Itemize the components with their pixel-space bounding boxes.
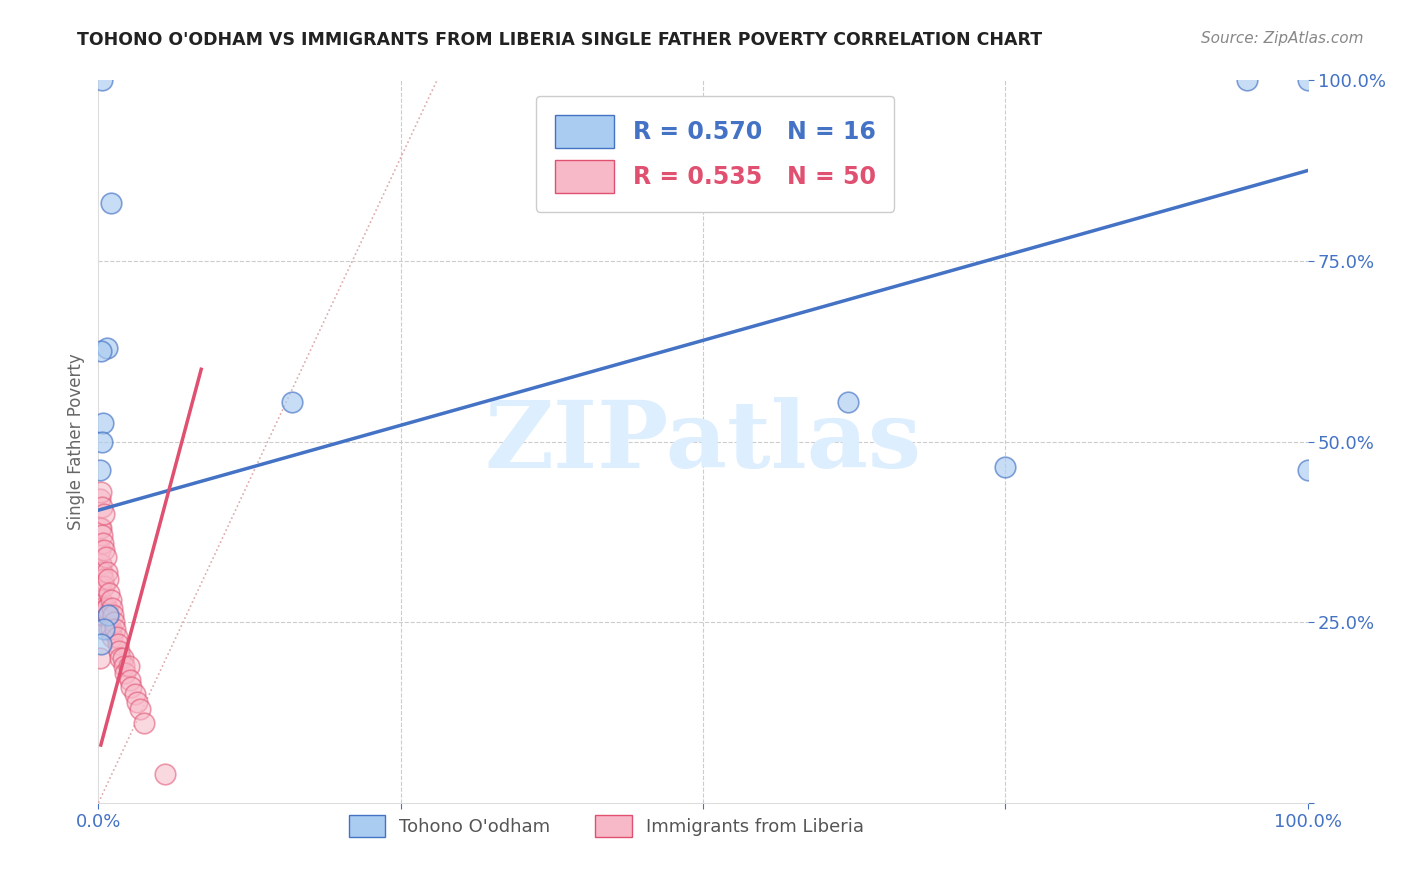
Point <box>994 459 1017 474</box>
Point <box>93 507 115 521</box>
Point <box>105 630 128 644</box>
Legend: Tohono O'odham, Immigrants from Liberia: Tohono O'odham, Immigrants from Liberia <box>342 808 872 845</box>
Point <box>94 550 117 565</box>
Point <box>89 492 111 507</box>
Point <box>90 637 112 651</box>
Point <box>93 579 115 593</box>
Point <box>111 651 134 665</box>
Point <box>90 344 112 359</box>
Y-axis label: Single Father Poverty: Single Father Poverty <box>66 353 84 530</box>
Point <box>101 607 124 622</box>
Point <box>134 716 156 731</box>
Point <box>90 521 112 535</box>
Point <box>91 535 114 549</box>
Point <box>89 463 111 477</box>
Point <box>108 644 131 658</box>
Point <box>153 767 176 781</box>
Point <box>89 607 111 622</box>
Point <box>89 651 111 665</box>
Point <box>89 542 111 557</box>
Point <box>97 607 120 622</box>
Point <box>837 394 859 409</box>
Point <box>91 434 114 449</box>
Point <box>97 607 120 622</box>
Point <box>1296 73 1319 87</box>
Text: Source: ZipAtlas.com: Source: ZipAtlas.com <box>1201 31 1364 46</box>
Point <box>94 600 117 615</box>
Point <box>118 658 141 673</box>
Point <box>281 394 304 409</box>
Point <box>90 593 112 607</box>
Point <box>128 702 150 716</box>
Point <box>96 565 118 579</box>
Point <box>100 623 122 637</box>
Point <box>93 623 115 637</box>
Point <box>98 586 121 600</box>
Point <box>93 542 115 557</box>
Point <box>1296 463 1319 477</box>
Point <box>1236 73 1258 87</box>
Point <box>91 528 114 542</box>
Point <box>89 579 111 593</box>
Point <box>89 521 111 535</box>
Point <box>104 623 127 637</box>
Point <box>100 593 122 607</box>
Point <box>107 637 129 651</box>
Point <box>96 341 118 355</box>
Point <box>91 572 114 586</box>
Point <box>120 680 142 694</box>
Text: ZIPatlas: ZIPatlas <box>485 397 921 486</box>
Point <box>90 558 112 572</box>
Text: TOHONO O'ODHAM VS IMMIGRANTS FROM LIBERIA SINGLE FATHER POVERTY CORRELATION CHAR: TOHONO O'ODHAM VS IMMIGRANTS FROM LIBERI… <box>77 31 1042 49</box>
Point <box>91 607 114 622</box>
Point <box>91 565 114 579</box>
Point <box>91 417 114 431</box>
Point <box>103 615 125 630</box>
Point <box>91 600 114 615</box>
Point <box>100 630 122 644</box>
Point <box>118 673 141 687</box>
Point <box>100 196 122 211</box>
Point <box>114 665 136 680</box>
Point <box>98 623 121 637</box>
Point <box>91 500 114 514</box>
Point <box>96 600 118 615</box>
Point <box>90 485 112 500</box>
Point <box>100 600 122 615</box>
Point <box>112 658 135 673</box>
Point <box>91 73 114 87</box>
Point <box>97 572 120 586</box>
Point <box>127 695 149 709</box>
Point <box>108 651 131 665</box>
Point <box>124 687 146 701</box>
